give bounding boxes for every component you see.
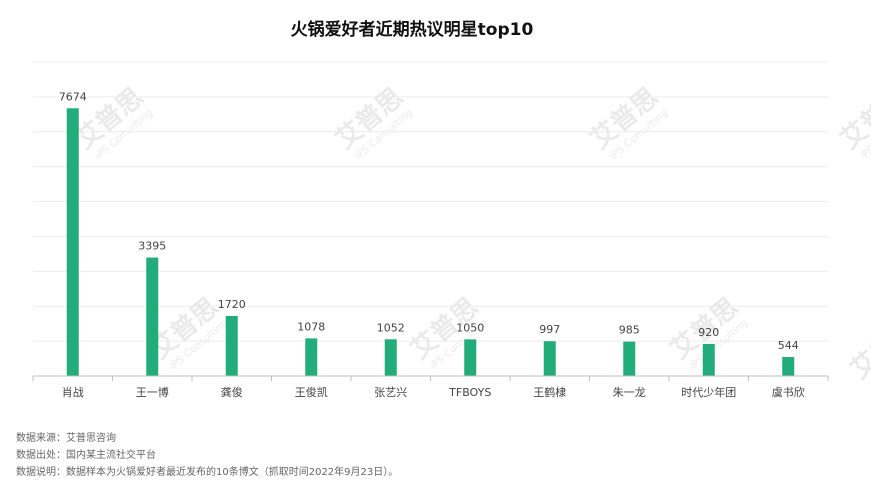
chart-title: 火锅爱好者近期热议明星top10 [291,19,534,40]
bar [66,108,79,376]
x-tick-label: 王鹤棣 [533,385,566,399]
bar [623,341,636,376]
data-label: 3395 [138,240,166,253]
x-tick-label: 龚俊 [221,385,243,399]
note-description: 数据说明：数据样本为火锅爱好者最近发布的10条博文（抓取时间2022年9月23日… [16,467,399,478]
chart-notes: 数据来源：艾普思咨询 数据出处：国内某主流社交平台 数据说明：数据样本为火锅爱好… [16,430,398,481]
data-label: 997 [539,323,560,336]
data-label: 1720 [218,298,246,311]
data-label: 7674 [59,90,87,103]
bar [225,315,238,376]
x-tick-label: 王俊凯 [295,385,328,399]
data-label: 985 [619,324,640,337]
watermark-brand: 艾普思 [835,81,871,155]
data-label: 920 [698,326,719,339]
data-label: 544 [778,339,799,352]
x-tick-label: TFBOYS [448,386,491,399]
x-tick-label: 朱一龙 [613,386,646,399]
data-label: 1050 [456,321,484,334]
bars: 7674 3395 1720 1078 1052 1050 997 985 920 544 [59,90,799,376]
x-axis: 肖战 王一博 龚俊 王俊凯 张艺兴 TFBOYS 王鹤棣 朱一龙 时代少年团 虞书欣 [32,375,829,399]
bar [384,339,397,376]
x-tick-label: 时代少年团 [681,385,736,399]
x-tick-label: 肖战 [62,385,84,399]
data-label: 1078 [297,320,325,333]
x-tick-label: 王一博 [136,386,169,399]
bar [464,339,477,376]
bar [146,257,159,376]
x-tick-label: 虞书欣 [772,385,805,399]
bar [702,343,715,376]
data-label: 1052 [377,321,405,334]
bar [305,338,318,376]
note-source: 数据来源：艾普思咨询 [16,433,116,444]
bar [782,357,795,376]
x-tick-label: 张艺兴 [374,386,407,399]
grid-lines [33,61,828,342]
watermark-brand: 艾普思 [845,311,871,385]
bar [543,341,556,376]
note-origin: 数据出处：国内某主流社交平台 [16,450,156,461]
